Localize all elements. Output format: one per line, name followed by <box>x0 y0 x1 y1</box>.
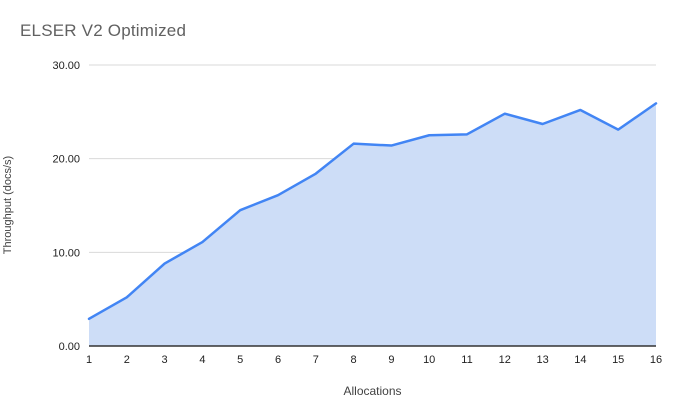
x-axis-title: Allocations <box>343 384 402 398</box>
x-tick-label: 4 <box>199 354 205 366</box>
y-tick-label: 10.00 <box>52 247 80 259</box>
x-tick-label: 3 <box>162 354 168 366</box>
x-tick-label: 14 <box>574 354 586 366</box>
y-axis-title: Throughput (docs/s) <box>2 155 14 255</box>
y-tick-label: 30.00 <box>52 60 80 72</box>
x-tick-label: 5 <box>237 354 243 366</box>
series-line <box>87 102 658 321</box>
y-tick-label: 20.00 <box>52 154 80 166</box>
x-tick-label: 16 <box>650 354 662 366</box>
chart-title: ELSER V2 Optimized <box>20 21 187 40</box>
x-tick-label: 2 <box>124 354 130 366</box>
x-tick-label: 1 <box>86 354 92 366</box>
y-tick-label: 0.00 <box>59 341 80 353</box>
x-tick-label: 10 <box>423 354 435 366</box>
x-tick-label: 8 <box>351 354 357 366</box>
x-tick-label: 11 <box>461 354 472 366</box>
x-tick-label: 7 <box>313 354 319 366</box>
x-tick-label: 9 <box>388 354 394 366</box>
x-tick-label: 12 <box>499 354 511 366</box>
x-tick-label: 6 <box>275 354 281 366</box>
x-tick-label: 15 <box>612 354 624 366</box>
area-fill <box>89 103 656 346</box>
x-tick-label: 13 <box>536 354 548 366</box>
